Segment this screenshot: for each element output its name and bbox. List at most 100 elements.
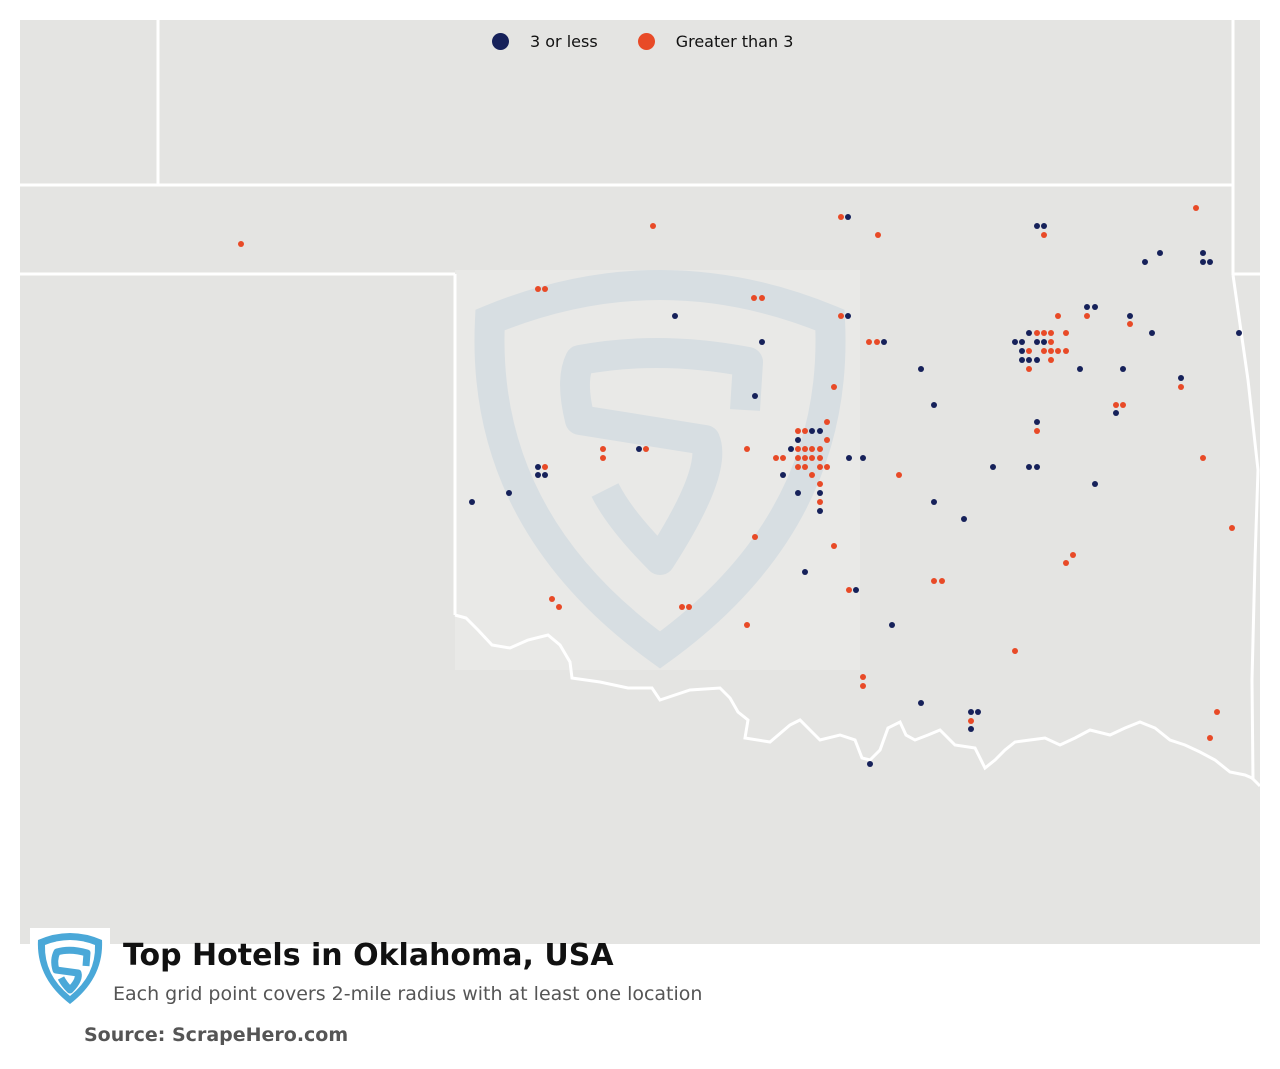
- hotel-point-high: [802, 455, 808, 461]
- hotel-point-low: [968, 726, 974, 732]
- hotel-point-high: [542, 286, 548, 292]
- hotel-point-high: [1063, 348, 1069, 354]
- hotel-point-low: [918, 366, 924, 372]
- hotel-point-low: [975, 709, 981, 715]
- legend: 3 or less Greater than 3: [492, 32, 833, 51]
- scrapehero-logo-icon: [30, 928, 110, 1008]
- hotel-point-low: [795, 437, 801, 443]
- hotel-point-low: [918, 700, 924, 706]
- legend-dot-high: [637, 33, 655, 50]
- hotel-point-high: [1178, 384, 1184, 390]
- hotel-point-low: [795, 490, 801, 496]
- hotel-point-low: [1034, 223, 1040, 229]
- hotel-point-high: [1127, 321, 1133, 327]
- hotel-point-low: [469, 499, 475, 505]
- hotel-point-high: [1055, 313, 1061, 319]
- hotel-point-high: [846, 587, 852, 593]
- hotel-point-low: [752, 393, 758, 399]
- hotel-point-high: [817, 499, 823, 505]
- hotel-point-high: [744, 446, 750, 452]
- hotel-point-low: [1200, 250, 1206, 256]
- hotel-point-low: [817, 428, 823, 434]
- legend-label-low: 3 or less: [530, 32, 598, 51]
- legend-label-high: Greater than 3: [675, 32, 794, 51]
- hotel-points: [238, 205, 1242, 767]
- hotel-point-low: [817, 490, 823, 496]
- hotel-point-high: [1084, 313, 1090, 319]
- hotel-point-high: [600, 446, 606, 452]
- hotel-point-low: [1012, 339, 1018, 345]
- hotel-point-high: [795, 446, 801, 452]
- hotel-point-low: [1092, 481, 1098, 487]
- hotel-point-high: [650, 223, 656, 229]
- hotel-point-low: [1034, 339, 1040, 345]
- hotel-point-low: [881, 339, 887, 345]
- hotel-point-low: [846, 455, 852, 461]
- hotel-point-high: [866, 339, 872, 345]
- hotel-point-low: [1026, 330, 1032, 336]
- hotel-point-high: [802, 428, 808, 434]
- hotel-point-high: [686, 604, 692, 610]
- hotel-point-high: [1034, 428, 1040, 434]
- hotel-point-high: [795, 428, 801, 434]
- scrapehero-watermark-icon: [455, 270, 860, 670]
- hotel-point-high: [751, 295, 757, 301]
- hotel-point-high: [931, 578, 937, 584]
- hotel-point-low: [931, 402, 937, 408]
- hotel-point-high: [549, 596, 555, 602]
- hotel-point-low: [1034, 419, 1040, 425]
- hotel-point-low: [1127, 313, 1133, 319]
- hotel-point-high: [809, 446, 815, 452]
- hotel-point-high: [896, 472, 902, 478]
- hotel-point-high: [773, 455, 779, 461]
- hotel-point-high: [939, 578, 945, 584]
- hotel-point-low: [1019, 348, 1025, 354]
- hotel-point-high: [1214, 709, 1220, 715]
- hotel-point-low: [542, 472, 548, 478]
- hotel-point-high: [542, 464, 548, 470]
- hotel-point-low: [1019, 339, 1025, 345]
- hotel-point-low: [788, 446, 794, 452]
- hotel-point-high: [1055, 348, 1061, 354]
- hotel-point-high: [1193, 205, 1199, 211]
- hotel-point-high: [759, 295, 765, 301]
- hotel-point-high: [1048, 339, 1054, 345]
- hotel-point-low: [1113, 410, 1119, 416]
- hotel-point-low: [780, 472, 786, 478]
- hotel-point-high: [1048, 330, 1054, 336]
- source-text: Source: ScrapeHero.com: [84, 1024, 349, 1046]
- hotel-point-low: [1157, 250, 1163, 256]
- hotel-point-low: [1019, 357, 1025, 363]
- hotel-point-high: [1012, 648, 1018, 654]
- hotel-point-low: [1041, 339, 1047, 345]
- hotel-point-high: [817, 464, 823, 470]
- hotel-point-high: [1200, 455, 1206, 461]
- hotel-point-high: [838, 214, 844, 220]
- hotel-point-high: [780, 455, 786, 461]
- hotel-point-high: [817, 446, 823, 452]
- hotel-point-low: [1236, 330, 1242, 336]
- hotel-point-low: [1142, 259, 1148, 265]
- hotel-point-low: [672, 313, 678, 319]
- hotel-point-low: [990, 464, 996, 470]
- hotel-point-high: [874, 339, 880, 345]
- hotel-point-high: [1041, 232, 1047, 238]
- hotel-point-high: [1041, 348, 1047, 354]
- map-svg: [20, 20, 1262, 944]
- hotel-point-high: [1113, 402, 1119, 408]
- page-subtitle: Each grid point covers 2-mile radius wit…: [113, 983, 703, 1005]
- legend-item-low: 3 or less: [492, 32, 598, 51]
- hotel-point-high: [824, 419, 830, 425]
- hotel-point-high: [795, 464, 801, 470]
- hotel-point-low: [817, 508, 823, 514]
- hotel-point-high: [1034, 330, 1040, 336]
- hotel-point-high: [1063, 560, 1069, 566]
- hotel-point-low: [1034, 357, 1040, 363]
- hotel-point-high: [1120, 402, 1126, 408]
- hotel-point-low: [853, 587, 859, 593]
- hotel-point-high: [875, 232, 881, 238]
- hotel-point-high: [831, 543, 837, 549]
- map-area: [20, 20, 1262, 944]
- hotel-point-low: [759, 339, 765, 345]
- hotel-point-high: [838, 313, 844, 319]
